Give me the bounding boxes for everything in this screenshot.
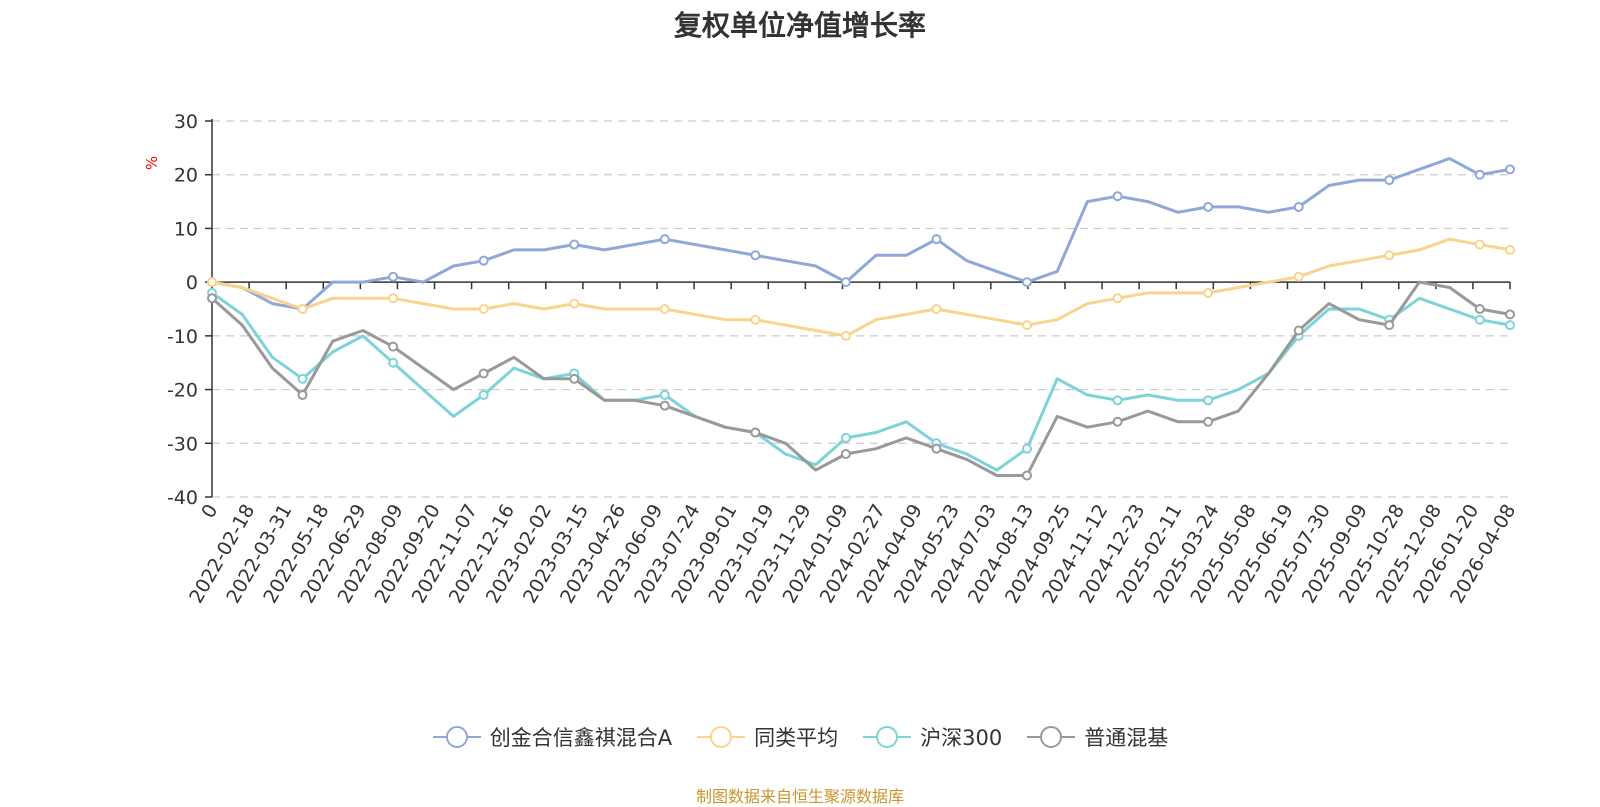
data-point bbox=[388, 357, 399, 368]
legend-label: 普通混基 bbox=[1084, 726, 1169, 750]
legend-line-circle-icon bbox=[863, 726, 912, 748]
legend-item[interactable]: 同类平均 bbox=[696, 722, 838, 752]
legend-line-circle-icon bbox=[697, 726, 746, 748]
data-point bbox=[1293, 325, 1304, 336]
data-point bbox=[750, 250, 761, 261]
y-tick-label: 20 bbox=[174, 165, 198, 187]
source-note: 制图数据来自恒生聚源数据库 bbox=[695, 787, 904, 806]
data-point bbox=[1505, 320, 1515, 331]
data-point bbox=[207, 277, 217, 288]
x-tick-label: 0 bbox=[197, 501, 222, 522]
series-line-3 bbox=[211, 280, 1511, 477]
data-point bbox=[569, 298, 580, 309]
data-point bbox=[1203, 201, 1214, 212]
data-point bbox=[297, 304, 308, 314]
y-tick-label: -10 bbox=[167, 326, 198, 348]
y-tick-label: -30 bbox=[167, 433, 198, 455]
y-tick-label: -20 bbox=[167, 380, 198, 402]
data-point bbox=[478, 368, 489, 379]
data-point bbox=[1505, 164, 1515, 175]
data-point bbox=[1474, 304, 1485, 314]
data-point bbox=[931, 443, 942, 454]
legend-item[interactable]: 创金合信鑫祺混合A bbox=[432, 722, 672, 752]
data-point bbox=[1384, 175, 1395, 186]
data-point bbox=[388, 293, 399, 304]
grid-layer bbox=[212, 120, 1510, 498]
data-point bbox=[1022, 277, 1033, 288]
legend-label: 同类平均 bbox=[754, 726, 839, 750]
data-point bbox=[1505, 244, 1515, 255]
data-point bbox=[207, 293, 217, 304]
data-point bbox=[1203, 287, 1214, 298]
legend-label: 创金合信鑫祺混合A bbox=[489, 726, 673, 750]
data-point bbox=[1293, 201, 1304, 212]
data-point bbox=[478, 389, 489, 400]
data-point bbox=[750, 314, 761, 325]
data-point bbox=[1112, 293, 1123, 304]
data-point bbox=[1022, 443, 1033, 454]
data-point bbox=[659, 234, 670, 245]
data-point bbox=[1474, 314, 1485, 325]
data-point bbox=[659, 304, 670, 314]
data-point bbox=[569, 239, 580, 250]
data-point bbox=[931, 234, 942, 245]
y-tick-label: 30 bbox=[174, 111, 198, 133]
series-layer bbox=[207, 157, 1515, 481]
y-tick-label: 10 bbox=[174, 218, 198, 240]
series-line-1 bbox=[211, 237, 1511, 338]
data-point bbox=[388, 341, 399, 352]
legend-line-circle-icon bbox=[1027, 726, 1076, 748]
y-axis-label: % bbox=[143, 156, 161, 170]
data-point bbox=[297, 373, 308, 384]
data-point bbox=[1022, 320, 1033, 331]
legend-label: 沪深300 bbox=[920, 726, 1003, 750]
axis-layer: 3020100-10-20-30-4002022-02-182022-03-31… bbox=[167, 111, 1520, 607]
data-point bbox=[478, 255, 489, 266]
data-point bbox=[840, 449, 851, 460]
legend: 创金合信鑫祺混合A 同类平均 沪深300 普通混基 bbox=[0, 722, 1600, 752]
data-point bbox=[478, 304, 489, 314]
legend-line-circle-icon bbox=[432, 726, 481, 748]
data-point bbox=[569, 373, 580, 384]
data-point bbox=[840, 277, 851, 288]
data-point bbox=[1112, 395, 1123, 406]
data-point bbox=[1022, 470, 1033, 481]
series-line-0 bbox=[211, 157, 1511, 311]
y-tick-label: -40 bbox=[167, 487, 198, 509]
data-point bbox=[1474, 169, 1485, 180]
data-point bbox=[1112, 416, 1123, 427]
legend-item[interactable]: 沪深300 bbox=[862, 722, 1002, 752]
data-point bbox=[1203, 416, 1214, 427]
data-point bbox=[1384, 250, 1395, 261]
data-point bbox=[1474, 239, 1485, 250]
data-point bbox=[659, 400, 670, 411]
data-point bbox=[1384, 320, 1395, 331]
y-tick-label: 0 bbox=[186, 272, 198, 294]
legend-item[interactable]: 普通混基 bbox=[1026, 722, 1168, 752]
series-line-2 bbox=[211, 291, 1511, 472]
data-point bbox=[840, 432, 851, 443]
data-point bbox=[1293, 271, 1304, 282]
data-point bbox=[1203, 395, 1214, 406]
data-point bbox=[750, 427, 761, 438]
data-point bbox=[1505, 309, 1515, 320]
data-point bbox=[659, 389, 670, 400]
data-point bbox=[1112, 191, 1123, 202]
chart-title: 复权单位净值增长率 bbox=[673, 9, 926, 42]
data-point bbox=[840, 330, 851, 341]
data-point bbox=[297, 389, 308, 400]
data-point bbox=[931, 304, 942, 314]
data-point bbox=[388, 271, 399, 282]
